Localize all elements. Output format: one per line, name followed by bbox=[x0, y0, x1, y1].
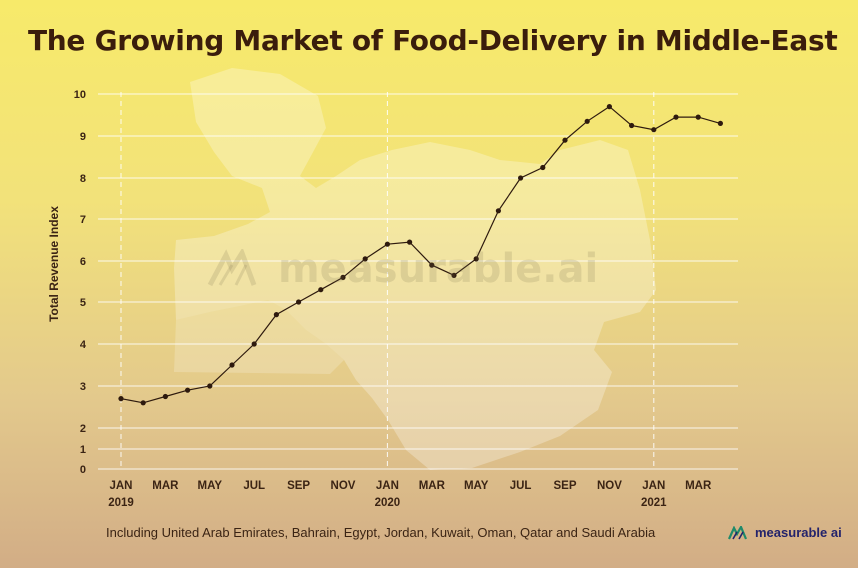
series-revenue-index bbox=[118, 104, 724, 406]
data-point bbox=[451, 272, 457, 278]
data-point bbox=[673, 114, 679, 120]
data-point bbox=[695, 114, 701, 120]
x-tick-label: MAR bbox=[685, 480, 712, 492]
x-tick-label: MAR bbox=[152, 480, 179, 492]
y-tick-label: 10 bbox=[74, 89, 86, 101]
data-point bbox=[629, 122, 635, 129]
x-tick-label: JUL bbox=[510, 480, 532, 492]
x-tick-label: JAN bbox=[109, 480, 132, 492]
data-point bbox=[606, 104, 613, 110]
data-point bbox=[540, 164, 546, 171]
x-tick-year-label: 2019 bbox=[108, 497, 134, 509]
x-tick-label: SEP bbox=[553, 480, 576, 492]
data-point bbox=[429, 262, 435, 268]
data-point bbox=[518, 175, 524, 181]
y-tick-label: 5 bbox=[80, 297, 86, 309]
data-point bbox=[584, 118, 590, 124]
x-tick-label: NOV bbox=[597, 480, 622, 492]
data-point bbox=[407, 239, 413, 245]
y-axis-ticks: 0 1 2 3 4 5 6 7 8 9 10 bbox=[74, 89, 87, 476]
y-tick-label: 4 bbox=[80, 339, 87, 351]
x-tick-year-label: 2021 bbox=[641, 497, 667, 509]
data-point bbox=[495, 208, 501, 214]
x-tick-label: JUL bbox=[243, 480, 265, 492]
y-tick-label: 1 bbox=[80, 444, 86, 456]
data-point bbox=[362, 256, 368, 262]
y-tick-label: 2 bbox=[80, 423, 86, 435]
measurable-ai-logo-icon bbox=[728, 525, 748, 539]
x-tick-label: SEP bbox=[287, 480, 310, 492]
x-tick-label: NOV bbox=[331, 480, 356, 492]
watermark-logo-icon bbox=[207, 249, 257, 287]
data-point bbox=[318, 287, 324, 293]
data-point bbox=[273, 312, 279, 318]
data-point bbox=[229, 362, 235, 368]
y-tick-label: 6 bbox=[80, 256, 86, 268]
data-point bbox=[562, 137, 568, 143]
y-tick-label: 3 bbox=[80, 381, 86, 393]
data-point bbox=[296, 299, 302, 305]
y-tick-label: 8 bbox=[80, 173, 86, 185]
data-point bbox=[651, 127, 657, 133]
data-point bbox=[717, 120, 724, 126]
y-tick-label: 9 bbox=[80, 131, 86, 143]
x-tick-year-label: 2020 bbox=[375, 497, 401, 509]
chart-title: The Growing Market of Food-Delivery in M… bbox=[28, 24, 838, 57]
data-point bbox=[140, 400, 146, 406]
data-point bbox=[207, 383, 213, 389]
data-point bbox=[251, 341, 257, 347]
x-tick-label: MAR bbox=[419, 480, 446, 492]
data-point bbox=[185, 387, 191, 393]
x-axis-ticks: JAN 2019 MAR MAY JUL SEP NOV JAN 2020 MAR MAY JUL SE… bbox=[108, 480, 712, 509]
y-tick-label: 0 bbox=[80, 464, 86, 476]
footnote: Including United Arab Emirates, Bahrain,… bbox=[106, 525, 656, 540]
brand-name: measurable ai bbox=[755, 525, 842, 540]
x-tick-label: MAY bbox=[198, 480, 223, 492]
series-line bbox=[120, 105, 721, 404]
x-tick-label: JAN bbox=[376, 480, 399, 492]
brand-logo: measurable ai bbox=[728, 525, 842, 540]
data-point bbox=[162, 393, 168, 400]
y-axis-label: Total Revenue Index bbox=[47, 206, 61, 322]
x-tick-label: MAY bbox=[464, 480, 489, 492]
data-point bbox=[118, 396, 124, 402]
y-tick-label: 7 bbox=[80, 214, 86, 226]
data-point bbox=[340, 274, 346, 280]
watermark-text: measurable.ai bbox=[278, 246, 599, 292]
data-point bbox=[473, 256, 479, 262]
data-point bbox=[384, 241, 390, 247]
gridlines bbox=[98, 93, 738, 470]
watermark: measurable.ai bbox=[206, 246, 598, 292]
x-tick-label: JAN bbox=[642, 480, 665, 492]
